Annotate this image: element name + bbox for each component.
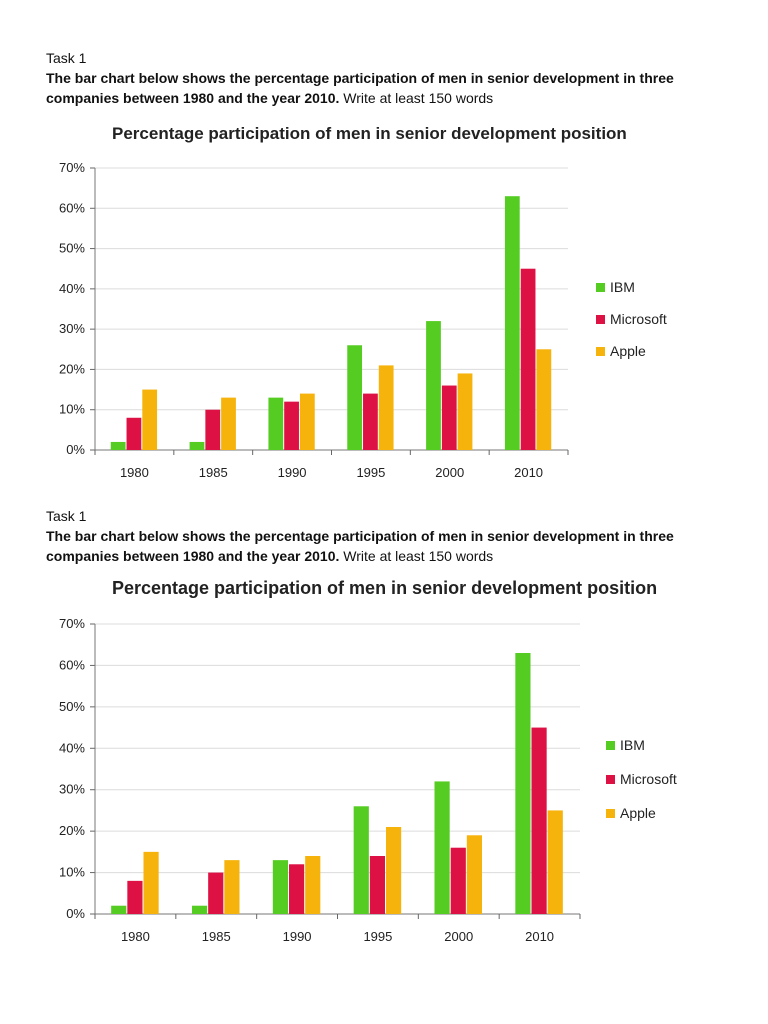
legend-swatch-apple: [596, 347, 605, 356]
legend-label-microsoft: Microsoft: [620, 771, 677, 787]
y-tick-label: 0%: [66, 906, 85, 921]
task-prompt-rest: Write at least 150 words: [339, 548, 494, 564]
bar-microsoft-2000: [441, 385, 457, 450]
bar-apple-1990: [299, 393, 315, 450]
x-tick-label: 2010: [525, 929, 554, 944]
legend-swatch-ibm: [606, 741, 615, 750]
bar-ibm-2000: [434, 781, 450, 914]
task-block-1: Task 1 The bar chart below shows the per…: [46, 48, 726, 108]
chart-title: Percentage participation of men in senio…: [112, 124, 627, 143]
bar-microsoft-1980: [126, 417, 142, 450]
y-tick-label: 60%: [59, 657, 85, 672]
x-tick-label: 1995: [363, 929, 392, 944]
y-tick-label: 40%: [59, 740, 85, 755]
bar-ibm-1995: [347, 345, 363, 450]
legend-label-ibm: IBM: [610, 279, 635, 295]
bar-ibm-1990: [272, 860, 288, 914]
legend-swatch-microsoft: [596, 315, 605, 324]
bar-apple-1995: [378, 365, 394, 450]
y-tick-label: 30%: [59, 782, 85, 797]
y-tick-label: 30%: [59, 321, 85, 336]
bar-microsoft-1995: [363, 393, 378, 450]
x-tick-label: 1980: [121, 929, 150, 944]
bar-apple-2010: [547, 810, 563, 914]
bar-ibm-2010: [504, 196, 520, 450]
legend-swatch-microsoft: [606, 775, 615, 784]
bar-ibm-1980: [111, 905, 127, 914]
x-tick-label: 1980: [120, 465, 149, 480]
bar-ibm-1985: [189, 441, 205, 450]
bar-microsoft-1985: [208, 872, 224, 914]
bar-ibm-2000: [426, 321, 441, 450]
x-tick-label: 2010: [514, 465, 543, 480]
task-label: Task 1: [46, 508, 87, 524]
y-tick-label: 20%: [59, 361, 85, 376]
y-tick-label: 20%: [59, 823, 85, 838]
y-tick-label: 70%: [59, 616, 85, 631]
x-tick-label: 1985: [202, 929, 231, 944]
bar-apple-1990: [305, 856, 321, 914]
bar-microsoft-2000: [450, 847, 466, 914]
task-label: Task 1: [46, 50, 87, 66]
bar-microsoft-2010: [531, 727, 547, 914]
x-tick-label: 1985: [199, 465, 228, 480]
bar-microsoft-1995: [369, 856, 385, 914]
task-prompt-bold: The bar chart below shows the percentage…: [46, 70, 674, 106]
bar-ibm-1995: [353, 806, 369, 914]
task-prompt-bold: The bar chart below shows the percentage…: [46, 528, 674, 564]
bar-ibm-2010: [515, 653, 531, 914]
legend-label-microsoft: Microsoft: [610, 311, 667, 327]
bar-ibm-1980: [110, 441, 126, 450]
task-block-2: Task 1 The bar chart below shows the per…: [46, 506, 726, 566]
bar-apple-1980: [143, 851, 159, 914]
legend-label-apple: Apple: [620, 805, 656, 821]
bar-apple-1980: [142, 389, 158, 450]
x-tick-label: 2000: [444, 929, 473, 944]
bar-apple-2010: [536, 349, 552, 450]
bar-apple-1985: [224, 860, 240, 914]
y-tick-label: 70%: [59, 160, 85, 175]
y-tick-label: 60%: [59, 200, 85, 215]
x-tick-label: 1990: [278, 465, 307, 480]
y-tick-label: 40%: [59, 281, 85, 296]
legend-label-apple: Apple: [610, 343, 646, 359]
bar-microsoft-1980: [127, 880, 143, 914]
y-tick-label: 10%: [59, 402, 85, 417]
y-tick-label: 50%: [59, 241, 85, 256]
bar-apple-2000: [466, 835, 482, 914]
bar-apple-2000: [457, 373, 473, 450]
task-prompt: The bar chart below shows the percentage…: [46, 68, 726, 108]
y-tick-label: 0%: [66, 442, 85, 457]
y-tick-label: 50%: [59, 699, 85, 714]
bar-microsoft-2010: [520, 268, 536, 450]
x-tick-label: 1995: [356, 465, 385, 480]
x-tick-label: 2000: [435, 465, 464, 480]
bar-apple-1985: [221, 397, 236, 450]
task-prompt-rest: Write at least 150 words: [339, 90, 494, 106]
bar-ibm-1985: [192, 905, 208, 914]
legend-swatch-ibm: [596, 283, 605, 292]
bar-microsoft-1985: [205, 409, 221, 450]
bar-microsoft-1990: [289, 864, 305, 914]
y-tick-label: 10%: [59, 865, 85, 880]
bar-ibm-1990: [268, 397, 284, 450]
bar-microsoft-1990: [284, 401, 299, 450]
bar-apple-1995: [386, 827, 402, 914]
legend-label-ibm: IBM: [620, 737, 645, 753]
chart-title: Percentage participation of men in senio…: [112, 578, 658, 598]
legend-swatch-apple: [606, 809, 615, 818]
task-prompt: The bar chart below shows the percentage…: [46, 526, 726, 566]
x-tick-label: 1990: [283, 929, 312, 944]
